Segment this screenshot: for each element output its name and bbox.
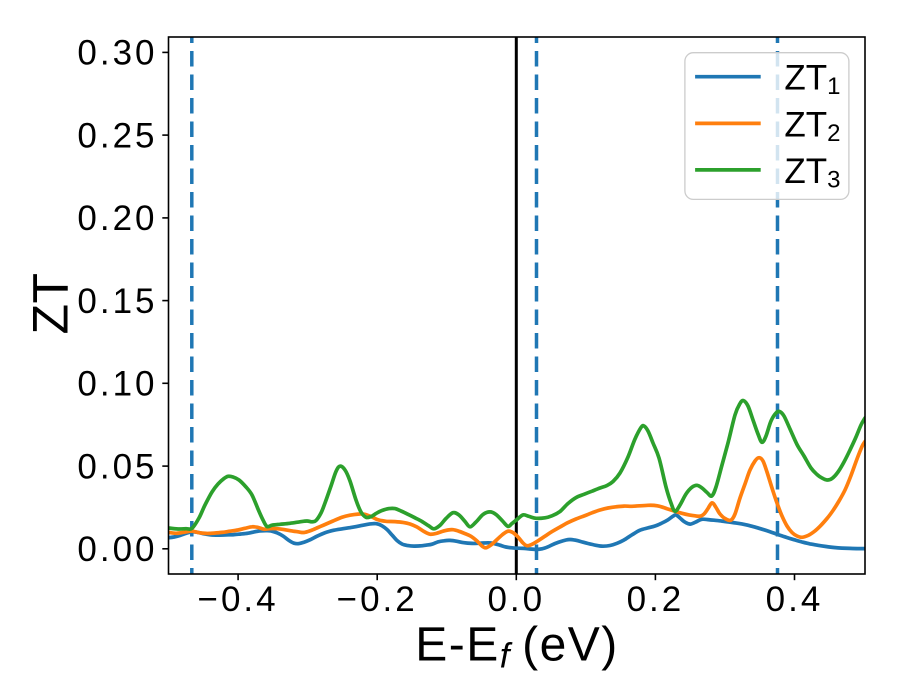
svg-text:E-Ef (eV): E-Ef (eV): [415, 619, 619, 676]
svg-text:0.15: 0.15: [77, 282, 157, 321]
svg-text:−0.2: −0.2: [337, 580, 418, 619]
svg-text:0.10: 0.10: [77, 365, 157, 404]
svg-text:0.05: 0.05: [77, 447, 157, 486]
svg-text:0.4: 0.4: [766, 580, 824, 619]
svg-text:0.30: 0.30: [77, 34, 157, 73]
svg-text:0.25: 0.25: [77, 116, 157, 155]
svg-text:0.0: 0.0: [487, 580, 545, 619]
svg-text:0.20: 0.20: [77, 199, 157, 238]
svg-text:0.00: 0.00: [77, 530, 157, 569]
svg-text:ZT: ZT: [23, 272, 79, 334]
svg-text:−0.4: −0.4: [198, 580, 279, 619]
svg-text:0.2: 0.2: [627, 580, 685, 619]
